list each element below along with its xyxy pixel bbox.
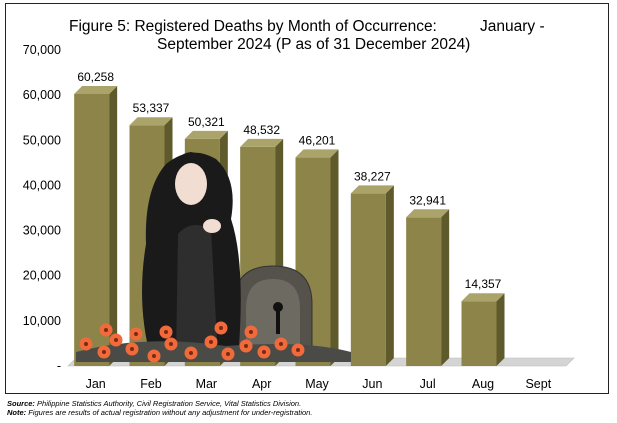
tombstone-inner bbox=[246, 279, 300, 354]
bar-top bbox=[295, 149, 339, 158]
flower-center bbox=[226, 352, 230, 356]
bar-top bbox=[240, 138, 284, 147]
bar-side bbox=[496, 293, 505, 366]
flower-center bbox=[296, 348, 300, 352]
bar-top bbox=[74, 85, 118, 94]
hand-shape bbox=[203, 219, 221, 233]
dress-shape bbox=[176, 225, 218, 359]
bar-front bbox=[350, 193, 386, 366]
source-text: Philippine Statistics Authority, Civil R… bbox=[37, 399, 302, 408]
bar-side bbox=[109, 85, 118, 366]
y-tick-label: 70,000 bbox=[23, 43, 61, 57]
bar-front bbox=[74, 93, 110, 366]
note-label: Note: bbox=[7, 408, 27, 417]
bar-jul bbox=[406, 209, 450, 366]
bar-side bbox=[330, 149, 339, 366]
flower-center bbox=[169, 342, 173, 346]
fringe-shape bbox=[171, 152, 211, 174]
bar-top bbox=[129, 117, 173, 126]
x-tick-label: May bbox=[305, 377, 329, 391]
flower-center bbox=[279, 342, 283, 346]
source-note: Source: Philippine Statistics Authority,… bbox=[7, 399, 301, 408]
grieving-woman-with-tombstone-and-flowers-icon bbox=[76, 152, 351, 363]
data-label: 48,532 bbox=[243, 123, 280, 137]
bar-top bbox=[406, 209, 450, 218]
flower-center bbox=[164, 330, 168, 334]
bar-side bbox=[385, 185, 394, 366]
flower-center bbox=[134, 332, 138, 336]
flower-center bbox=[249, 330, 253, 334]
data-label: 32,941 bbox=[409, 193, 446, 207]
flower-center bbox=[244, 344, 248, 348]
data-label: 38,227 bbox=[354, 169, 391, 183]
flower-center bbox=[219, 326, 223, 330]
flower-center bbox=[114, 338, 118, 342]
face-shape bbox=[175, 163, 207, 205]
y-tick-label: - bbox=[57, 359, 61, 373]
bar-may bbox=[295, 149, 339, 366]
x-tick-label: Mar bbox=[196, 377, 218, 391]
flower-center bbox=[104, 328, 108, 332]
footnote: Note: Figures are results of actual regi… bbox=[7, 408, 312, 417]
bar-front bbox=[461, 301, 497, 366]
x-tick-label: Jul bbox=[420, 377, 436, 391]
flower-center bbox=[102, 350, 106, 354]
x-axis: Jan Feb Mar Apr May Jun Jul Aug Sept bbox=[86, 377, 552, 391]
y-tick-label: 60,000 bbox=[23, 88, 61, 102]
bar-top bbox=[184, 130, 228, 139]
data-label: 50,321 bbox=[188, 115, 225, 129]
tombstone-ornament bbox=[273, 302, 283, 312]
bar-side bbox=[441, 209, 450, 366]
source-label: Source: bbox=[7, 399, 35, 408]
bar-front bbox=[406, 217, 442, 366]
bar-jan bbox=[74, 85, 118, 366]
y-tick-label: 50,000 bbox=[23, 133, 61, 147]
x-tick-label: Feb bbox=[140, 377, 162, 391]
x-tick-label: Jan bbox=[86, 377, 106, 391]
x-tick-label: Sept bbox=[525, 377, 551, 391]
x-tick-label: Aug bbox=[472, 377, 494, 391]
x-tick-label: Jun bbox=[362, 377, 382, 391]
flower-center bbox=[189, 351, 193, 355]
data-label: 53,337 bbox=[133, 101, 170, 115]
note-text: Figures are results of actual registrati… bbox=[28, 408, 313, 417]
chart-title-line1-right: January - bbox=[480, 18, 545, 35]
y-tick-label: 20,000 bbox=[23, 269, 61, 283]
data-label: 14,357 bbox=[465, 277, 502, 291]
data-label: 46,201 bbox=[299, 133, 336, 147]
bar-top bbox=[461, 293, 505, 302]
flower-center bbox=[130, 347, 134, 351]
chart-title-line1: Figure 5: Registered Deaths by Month of … bbox=[69, 18, 437, 35]
flower-center bbox=[152, 354, 156, 358]
x-tick-label: Apr bbox=[252, 377, 271, 391]
tombstone-mark bbox=[276, 310, 280, 334]
y-tick-label: 30,000 bbox=[23, 224, 61, 238]
y-tick-label: 10,000 bbox=[23, 314, 61, 328]
bar-chart: Figure 5: Registered Deaths by Month of … bbox=[23, 18, 575, 391]
flower-center bbox=[209, 340, 213, 344]
data-label: 60,258 bbox=[77, 70, 114, 84]
chart-frame: Figure 5: Registered Deaths by Month of … bbox=[5, 3, 609, 394]
bar-jun bbox=[350, 185, 394, 366]
bar-aug bbox=[461, 293, 505, 366]
chart-title-line2: September 2024 (P as of 31 December 2024… bbox=[157, 36, 470, 53]
flower-center bbox=[262, 350, 266, 354]
y-axis: - 10,000 20,000 30,000 40,000 50,000 60,000 70,… bbox=[23, 43, 61, 373]
flower-center bbox=[84, 342, 88, 346]
bar-top bbox=[350, 185, 394, 194]
y-tick-label: 40,000 bbox=[23, 178, 61, 192]
